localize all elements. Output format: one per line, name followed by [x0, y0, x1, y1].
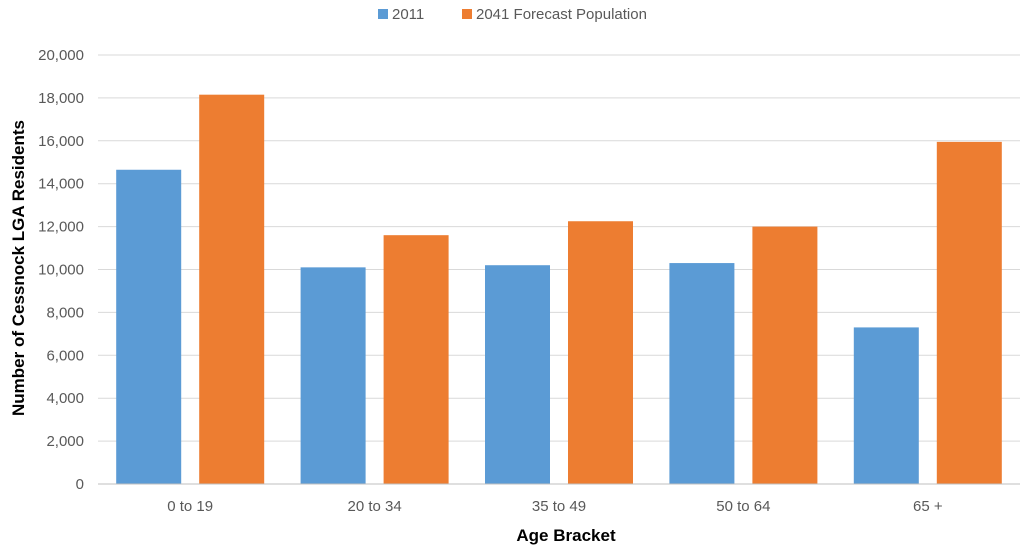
- bar-series-1: [485, 265, 550, 484]
- bar-series-2: [752, 226, 818, 484]
- y-axis-title: Number of Cessnock LGA Residents: [9, 120, 28, 416]
- y-tick-label: 20,000: [38, 47, 84, 64]
- bars: [116, 94, 1002, 485]
- y-tick-label: 12,000: [38, 219, 84, 236]
- y-tick-label: 2,000: [46, 433, 84, 450]
- axes: 0 2,000 4,000 6,000 8,000 10,000 12,000 14,000 1…: [38, 47, 1020, 515]
- y-tick-label: 16,000: [38, 133, 84, 150]
- bar-series-1: [116, 169, 182, 484]
- x-tick-label: 0 to 19: [167, 498, 213, 515]
- bar-series-2: [568, 221, 633, 485]
- bar-series-1: [669, 263, 735, 484]
- legend-swatch: [378, 9, 388, 19]
- y-tick-label: 4,000: [46, 390, 84, 407]
- bar-series-1: [300, 267, 366, 484]
- x-tick-label: 35 to 49: [532, 498, 586, 515]
- y-tick-label: 10,000: [38, 262, 84, 279]
- legend-label: 2011: [392, 6, 424, 23]
- y-tick-label: 0: [76, 476, 84, 493]
- x-tick-label: 50 to 64: [716, 498, 770, 515]
- bar-series-2: [936, 141, 1002, 484]
- legend-swatch: [462, 9, 472, 19]
- legend-label: 2041 Forecast Population: [476, 6, 647, 23]
- bar-series-2: [199, 94, 265, 485]
- x-tick-label: 20 to 34: [347, 498, 401, 515]
- y-tick-label: 6,000: [46, 347, 84, 364]
- x-tick-label: 65 +: [913, 498, 943, 515]
- y-tick-label: 8,000: [46, 304, 84, 321]
- y-tick-label: 18,000: [38, 90, 84, 107]
- legend: 2011 2041 Forecast Population: [378, 6, 647, 23]
- bar-series-2: [383, 235, 449, 484]
- bar-series-1: [853, 327, 919, 484]
- y-tick-label: 14,000: [38, 176, 84, 193]
- x-axis-title: Age Bracket: [516, 526, 616, 545]
